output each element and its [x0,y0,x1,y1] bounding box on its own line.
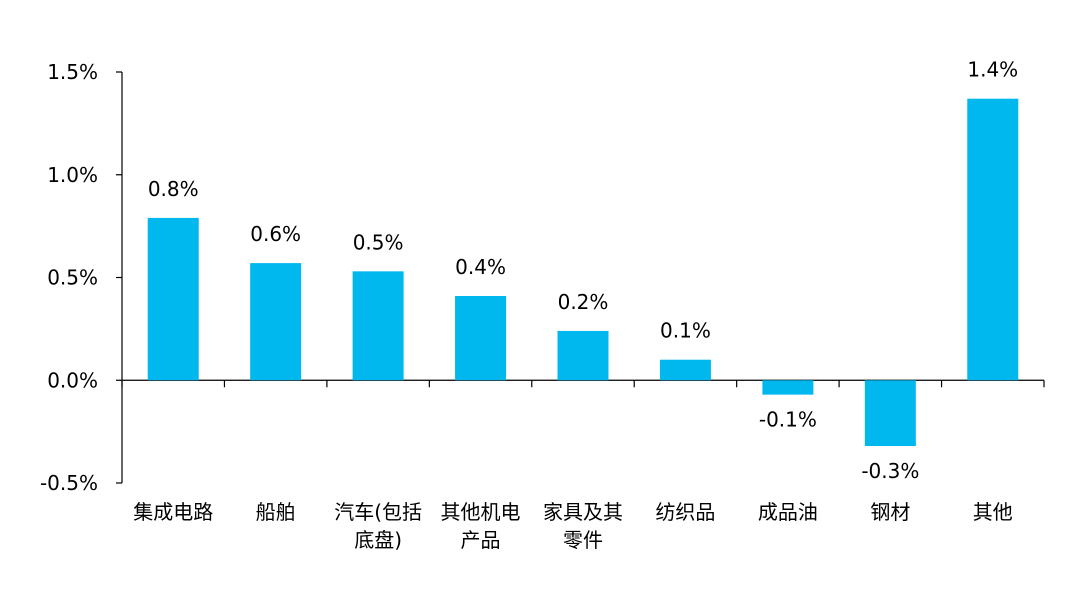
data-label: 0.8% [148,177,199,201]
y-tick-label: 1.0% [47,163,98,187]
category-label: 其他机电产品 [441,500,521,552]
category-label-line: 底盘) [354,528,402,552]
bar [762,380,814,395]
data-label: 0.5% [353,230,404,254]
category-label-line: 集成电路 [133,500,213,524]
data-label: 0.6% [250,222,301,246]
data-label: -0.1% [759,408,817,432]
data-labels: 0.8% 0.6% 0.5% 0.4% 0.2% 0.1% -0.1% -0.3% 1.4% [148,58,1018,483]
data-label: 0.1% [660,319,711,343]
bar [864,380,916,447]
y-tick-label: 0.0% [47,368,98,392]
data-label: -0.3% [861,459,919,483]
category-label-line: 纺织品 [655,500,715,524]
y-axis: 1.5% 1.0% 0.5% 0.0% -0.5% [40,60,123,495]
bar [557,330,609,381]
bars [147,98,1019,447]
data-label: 0.4% [455,255,506,279]
category-label-line: 家具及其 [543,500,623,524]
category-label-line: 成品油 [758,500,818,524]
bar [455,295,507,381]
category-label: 集成电路 [133,500,213,524]
category-label-line: 汽车(包括 [334,500,422,524]
category-label-line: 其他机电 [441,500,521,524]
data-label: 0.2% [558,290,609,314]
data-label: 1.4% [967,58,1018,82]
category-label-line: 船舶 [256,500,296,524]
y-tick-label: 1.5% [47,60,98,84]
category-label-line: 产品 [461,528,501,552]
category-label: 钢材 [870,500,910,524]
bar [147,217,199,381]
category-label: 其他 [973,500,1013,524]
bar [967,98,1019,381]
category-label: 船舶 [256,500,296,524]
category-label: 家具及其零件 [543,500,623,552]
category-label: 汽车(包括底盘) [334,500,422,552]
category-label-line: 钢材 [870,500,910,524]
category-label-line: 零件 [563,528,603,552]
category-label-line: 其他 [973,500,1013,524]
bar [250,263,302,381]
category-label: 纺织品 [655,500,715,524]
bar [352,271,404,381]
bar [659,359,711,381]
category-label: 成品油 [758,500,818,524]
y-tick-label: 0.5% [47,266,98,290]
y-tick-label: -0.5% [40,471,98,495]
